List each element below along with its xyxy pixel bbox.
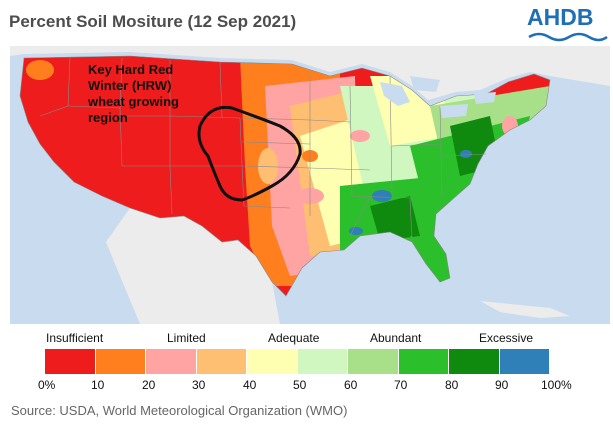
- ahdb-logo: AHDB: [527, 4, 609, 44]
- lake-erie: [440, 104, 468, 118]
- legend-tick: 0%: [38, 378, 56, 392]
- canada-land: [10, 46, 610, 100]
- legend-tick: 80: [445, 378, 459, 392]
- logo-text: AHDB: [527, 4, 594, 30]
- legend-category-excessive: Excessive: [479, 331, 534, 345]
- legend-tick: 30: [192, 378, 206, 392]
- legend-swatch: [45, 349, 96, 374]
- legend-category-insufficient: Insufficient: [46, 331, 104, 345]
- mexico-land: [106, 208, 280, 324]
- caribbean-land: [480, 301, 570, 318]
- legend-category-limited: Limited: [167, 331, 206, 345]
- annotation-line-1: Key Hard Red: [88, 62, 174, 77]
- lake-michigan: [380, 82, 410, 106]
- hrw-region-outline: [197, 105, 302, 202]
- legend-swatch: [196, 349, 247, 374]
- legend-swatch: [146, 349, 197, 374]
- state-borders: [19, 55, 551, 297]
- legend-tick: 40: [243, 378, 257, 392]
- annotation-line-2: Winter (HRW): [88, 78, 172, 93]
- legend-swatch: [247, 349, 298, 374]
- legend-tick: 100%: [541, 378, 572, 392]
- page-title: Percent Soil Mositure (12 Sep 2021): [9, 12, 297, 31]
- annotation-line-4: region: [88, 110, 128, 125]
- legend-swatch: [499, 349, 550, 374]
- legend-swatch: [348, 349, 399, 374]
- source-note: Source: USDA, World Meteorological Organ…: [11, 403, 348, 418]
- legend-tick: 10: [91, 378, 105, 392]
- lake-superior: [410, 76, 440, 92]
- legend-tick: 70: [394, 378, 408, 392]
- logo-wave-icon: [528, 32, 608, 42]
- legend-tick: 20: [142, 378, 156, 392]
- legend-tick: 50: [293, 378, 307, 392]
- legend-tick: 90: [495, 378, 509, 392]
- legend-swatch: [449, 349, 500, 374]
- legend-swatch: [95, 349, 146, 374]
- hrw-annotation: Key Hard Red Winter (HRW) wheat growing …: [88, 62, 228, 126]
- legend-swatch: [297, 349, 348, 374]
- legend-category-abundant: Abundant: [370, 331, 422, 345]
- legend-category-adequate: Adequate: [268, 331, 320, 345]
- soil-moisture-map: [10, 46, 610, 324]
- legend-colorbar: [45, 349, 550, 374]
- annotation-line-3: wheat growing: [88, 94, 179, 109]
- legend-swatch: [398, 349, 449, 374]
- lake-ontario: [474, 92, 496, 104]
- map-svg: [10, 46, 610, 324]
- legend-tick: 60: [344, 378, 358, 392]
